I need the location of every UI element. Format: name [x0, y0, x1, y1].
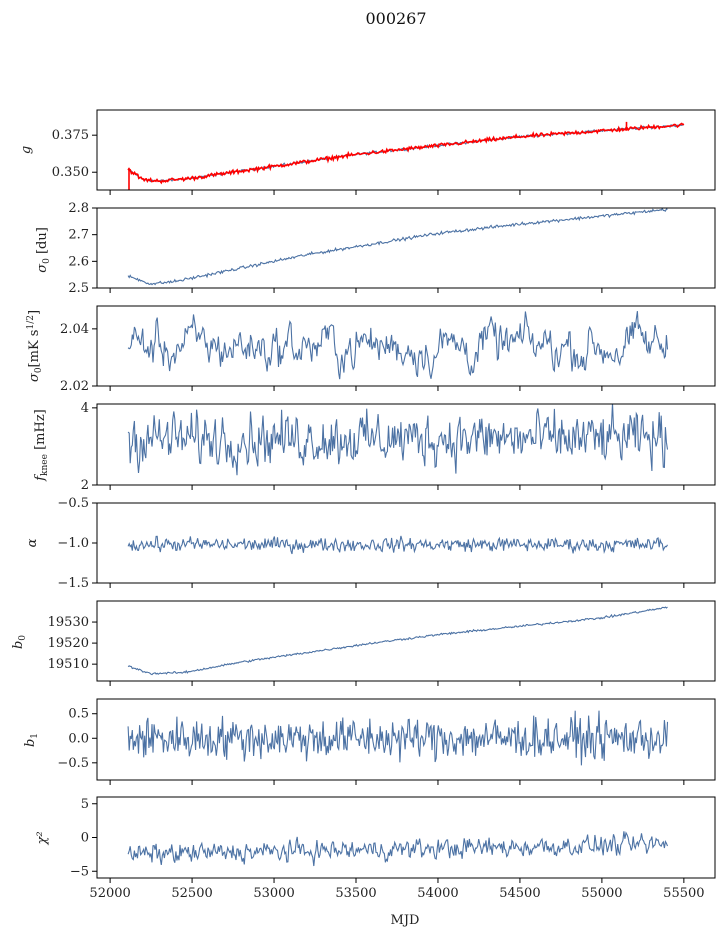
panel-frame: [96, 796, 716, 879]
y-tick-label: 4: [81, 401, 89, 416]
x-tick-label: 53000: [253, 886, 294, 901]
y-tick-label: 19510: [48, 657, 89, 672]
x-tick-label: 52500: [171, 886, 212, 901]
ylabel-b0: b0: [11, 635, 28, 649]
series-line-fknee-0: [127, 404, 669, 476]
y-tick-label: 2.04: [60, 322, 89, 337]
figure-title: 000267: [365, 9, 426, 28]
y-tick-label: −0.5: [57, 496, 89, 511]
panel-fknee: 24: [81, 401, 716, 493]
ylabel-b1: b1: [23, 733, 40, 747]
y-tick-label: 5: [81, 797, 89, 812]
ylabel-sigma0-du: σ0 [du]: [35, 227, 52, 273]
y-tick-label: −5: [70, 864, 89, 879]
series-line-chi2-0: [127, 831, 669, 867]
y-tick-label: 19520: [48, 636, 89, 651]
panel-frame: [96, 207, 716, 289]
y-tick-label: 0: [81, 831, 89, 846]
series-line-sigma0_mks-0: [127, 311, 669, 380]
y-tick-label: 0.350: [52, 165, 89, 180]
panel-g: 0.350 0.375: [52, 109, 716, 195]
panel-alpha: −1.5 −1.0 −0.5: [57, 496, 716, 591]
series-line-sigma0_du-0: [127, 208, 668, 286]
y-tick-label: 2.6: [68, 254, 89, 269]
x-tick-label: 54000: [417, 886, 458, 901]
series-line-b0-0: [127, 606, 668, 676]
panel-b0: 19510 19520 19530: [48, 600, 716, 686]
panel-frame: [96, 600, 716, 682]
ylabel-fknee: fknee [mHz]: [33, 409, 50, 482]
panel-sigma0-mks: 2.02 2.04: [60, 305, 716, 394]
ylabel-alpha: α: [25, 538, 40, 547]
series-line-b1-0: [127, 710, 669, 766]
x-tick-label: 52000: [89, 886, 130, 901]
ylabel-g: g: [19, 146, 34, 154]
y-tick-label: 2.5: [68, 281, 89, 296]
x-tick-label: 54500: [499, 886, 540, 901]
panel-b1: −0.5 0.0 0.5: [57, 698, 716, 785]
y-tick-label: 0.0: [68, 731, 89, 746]
panel-chi2: −5 0 5 52000 52500 53000 53500 54000 54500 55000 5…: [70, 796, 716, 901]
y-tick-label: 2.8: [68, 201, 89, 216]
y-tick-label: 2: [81, 478, 89, 493]
y-tick-label: −0.5: [57, 756, 89, 771]
panel-frame: [96, 403, 716, 486]
y-tick-label: −1.5: [57, 576, 89, 591]
panel-sigma0-du: 2.5 2.6 2.7 2.8: [68, 201, 716, 296]
x-tick-label: 55000: [581, 886, 622, 901]
panel-frame: [96, 698, 716, 781]
panel-frame: [96, 305, 716, 387]
y-tick-label: 0.5: [68, 707, 89, 722]
y-tick-label: −1.0: [57, 536, 89, 551]
y-tick-label: 2.7: [68, 228, 89, 243]
x-tick-label: 55500: [663, 886, 704, 901]
ylabel-sigma0-mks: σ0[mK s1/2]: [26, 310, 44, 382]
xlabel: MJD: [391, 913, 420, 928]
ylabel-chi2: χ²: [35, 831, 50, 845]
y-tick-label: 0.375: [52, 128, 89, 143]
series-line-g-1: [127, 121, 685, 190]
y-tick-label: 2.02: [60, 379, 89, 394]
x-tick-label: 53500: [335, 886, 376, 901]
series-line-alpha-0: [127, 535, 668, 555]
y-tick-label: 19530: [48, 615, 89, 630]
panel-frame: [96, 109, 716, 191]
